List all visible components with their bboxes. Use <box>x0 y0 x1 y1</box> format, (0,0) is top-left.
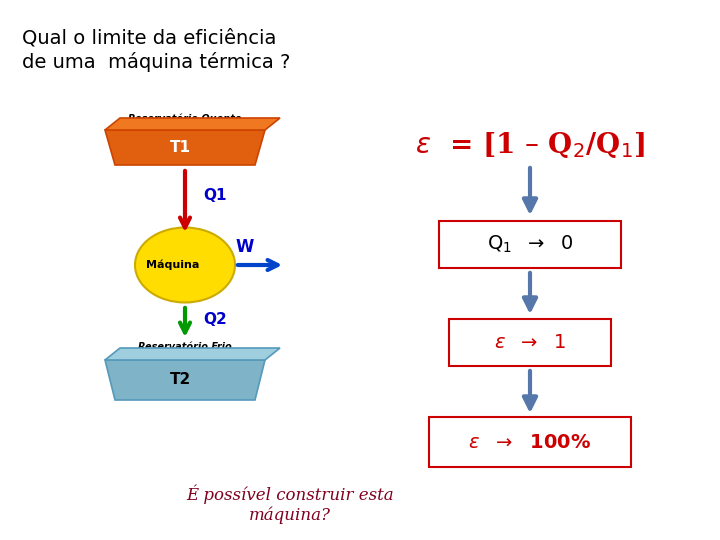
Polygon shape <box>105 118 280 130</box>
Polygon shape <box>105 130 265 165</box>
Text: Q$_1$  $\rightarrow$  0: Q$_1$ $\rightarrow$ 0 <box>487 233 573 255</box>
Polygon shape <box>105 360 265 400</box>
Text: de uma  máquina térmica ?: de uma máquina térmica ? <box>22 52 290 72</box>
Text: T1: T1 <box>169 140 191 156</box>
Text: Reservatório Quente: Reservatório Quente <box>128 115 242 125</box>
FancyBboxPatch shape <box>439 221 621 268</box>
Text: $\varepsilon$  $\rightarrow$  1: $\varepsilon$ $\rightarrow$ 1 <box>494 333 566 352</box>
Text: Qual o limite da eficiência: Qual o limite da eficiência <box>22 28 276 47</box>
Text: T2: T2 <box>169 373 191 388</box>
Text: Reservatório Frio: Reservatório Frio <box>138 342 232 352</box>
Text: É possível construir esta
máquina?: É possível construir esta máquina? <box>186 484 394 524</box>
Text: Máquina: Máquina <box>146 260 199 270</box>
Text: W: W <box>235 238 253 256</box>
FancyBboxPatch shape <box>449 319 611 366</box>
Text: $\varepsilon$  $\rightarrow$  100%: $\varepsilon$ $\rightarrow$ 100% <box>469 433 592 451</box>
Text: Q1: Q1 <box>203 187 227 202</box>
FancyBboxPatch shape <box>429 417 631 467</box>
Ellipse shape <box>135 227 235 302</box>
Text: $\varepsilon$  = [1 – Q$_2$/Q$_1$]: $\varepsilon$ = [1 – Q$_2$/Q$_1$] <box>415 130 645 160</box>
Polygon shape <box>105 348 280 360</box>
Text: Q2: Q2 <box>203 313 227 327</box>
